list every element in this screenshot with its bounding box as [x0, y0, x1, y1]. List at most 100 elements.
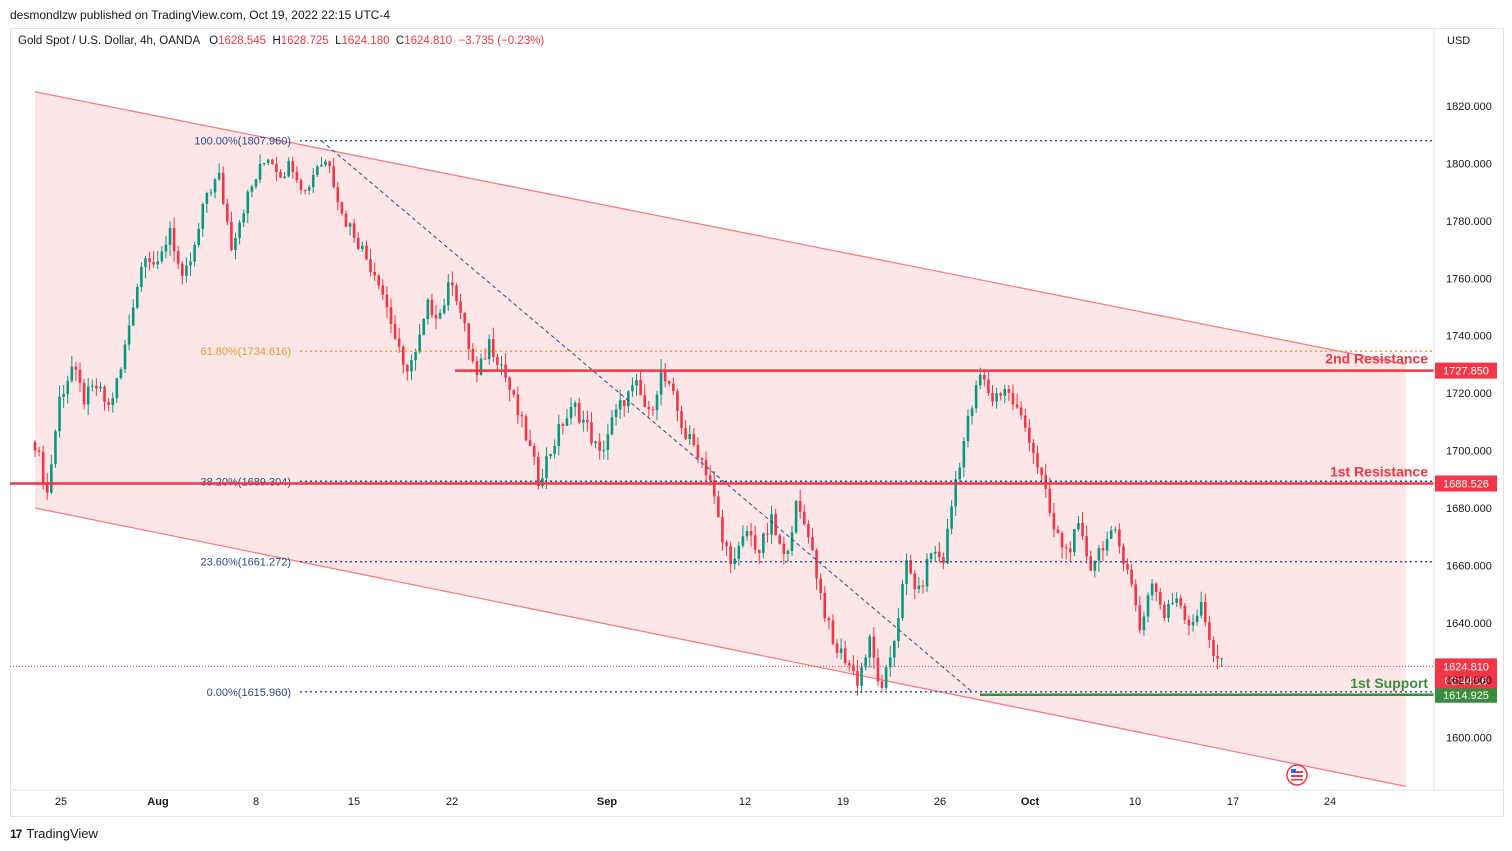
- candle-body: [410, 360, 413, 372]
- candle-body: [602, 450, 606, 452]
- time-tick-label: 25: [55, 796, 67, 808]
- candle-body: [1158, 591, 1162, 605]
- candle-body: [430, 299, 434, 316]
- time-tick-label: Aug: [147, 796, 168, 808]
- candle-body: [1203, 602, 1207, 623]
- candle-body: [1040, 467, 1043, 476]
- candle-body: [950, 506, 953, 529]
- candle-body: [1048, 488, 1052, 513]
- candle-body: [676, 391, 679, 411]
- candle-body: [1216, 656, 1219, 659]
- candle-body: [340, 202, 344, 214]
- candle-body: [1073, 529, 1076, 553]
- candle-body: [815, 550, 818, 579]
- candle-body: [197, 228, 200, 246]
- level-price-badge: [1435, 362, 1497, 379]
- price-tick-label: 1660.000: [1446, 560, 1492, 572]
- candle-body: [978, 374, 982, 386]
- candle-body: [369, 259, 372, 273]
- candle-body: [1130, 569, 1133, 585]
- price-tick-label: 1800.000: [1446, 159, 1492, 171]
- usa-flag-icon[interactable]: [1286, 764, 1308, 786]
- candle-body: [708, 475, 712, 481]
- symbol-name[interactable]: Gold Spot / U.S. Dollar, 4h, OANDA: [18, 35, 200, 47]
- candle-body: [647, 406, 651, 410]
- candle-body: [152, 262, 155, 265]
- tradingview-brand[interactable]: 17 TradingView: [10, 826, 98, 841]
- candle-body: [917, 585, 921, 590]
- candle-body: [778, 535, 782, 544]
- open-value: 1628.545: [218, 35, 267, 47]
- candle-body: [684, 428, 687, 440]
- candle-body: [991, 393, 994, 402]
- candle-body: [45, 484, 49, 493]
- candle-body: [213, 179, 217, 193]
- candle-body: [283, 176, 286, 178]
- time-tick-label: 22: [446, 796, 458, 808]
- candle-body: [733, 558, 737, 565]
- high-value: 1628.725: [280, 35, 329, 47]
- candle-body: [226, 203, 229, 222]
- candle-body: [893, 641, 896, 658]
- candle-body: [856, 671, 859, 686]
- candle-body: [512, 389, 516, 395]
- candle-body: [958, 467, 962, 480]
- candle-body: [983, 374, 986, 380]
- candle-body: [622, 400, 626, 407]
- candle-body: [463, 312, 466, 324]
- candle-body: [598, 441, 601, 451]
- price-tick-label: 1760.000: [1446, 273, 1492, 285]
- candle-body: [500, 364, 503, 366]
- candle-body: [663, 369, 667, 382]
- candle-body: [667, 381, 671, 384]
- candle-body: [1105, 538, 1109, 551]
- candle-body: [418, 334, 421, 352]
- candle-body: [209, 192, 213, 194]
- candle-body: [847, 663, 851, 666]
- candle-body: [217, 172, 221, 180]
- candle-body: [876, 657, 880, 682]
- candle-body: [201, 203, 205, 229]
- candle-body: [496, 356, 499, 365]
- candle-body: [58, 396, 61, 432]
- candle-body: [884, 667, 888, 688]
- candle-body: [483, 358, 487, 360]
- candle-body: [1032, 442, 1035, 454]
- candle-body: [639, 380, 642, 396]
- candle-body: [193, 245, 196, 262]
- candle-body: [344, 213, 348, 227]
- candle-body: [672, 383, 675, 392]
- level-price-badge: [1435, 686, 1497, 703]
- candle-body: [78, 369, 82, 383]
- candle-body: [221, 172, 225, 204]
- candle-body: [37, 450, 41, 452]
- candle-body: [909, 560, 912, 574]
- candle-body: [135, 286, 139, 308]
- axes-layer: USD 1820.000 1800.000 1780.000 1760.000 1740.…: [10, 28, 1504, 808]
- last-price-badge: [1435, 658, 1497, 689]
- open-label: O: [209, 35, 219, 47]
- candle-body: [1154, 583, 1158, 592]
- candle-body: [577, 402, 581, 423]
- candle-body: [107, 401, 110, 406]
- time-tick-label: 12: [739, 796, 751, 808]
- candle-body: [749, 530, 753, 536]
- candle-body: [561, 423, 565, 426]
- candle-body: [880, 681, 884, 688]
- chart-frame: [10, 28, 1504, 817]
- candle-body: [516, 394, 520, 415]
- candle-body: [766, 533, 769, 535]
- candle-body: [320, 164, 323, 167]
- candle-body: [33, 441, 37, 451]
- candles-layer: [33, 154, 1223, 696]
- candle-body: [741, 536, 745, 546]
- candle-body: [487, 339, 491, 359]
- candle-body: [610, 417, 614, 435]
- candle-body: [1199, 602, 1203, 616]
- candle-body: [1068, 548, 1072, 553]
- candle-body: [455, 285, 458, 302]
- last-price-text: 1624.810: [1443, 661, 1489, 673]
- price-tick-label: 1700.000: [1446, 446, 1492, 458]
- candle-body: [54, 431, 57, 465]
